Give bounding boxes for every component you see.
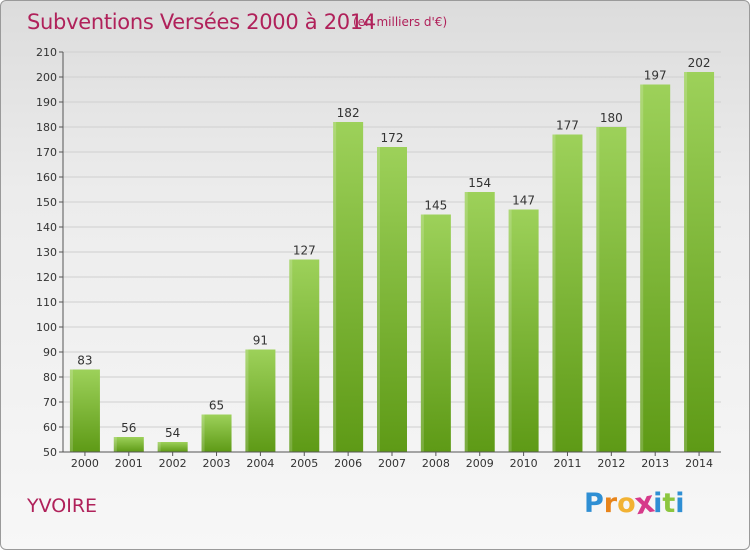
data-label: 83 — [77, 354, 92, 368]
bar-highlight — [640, 84, 644, 452]
x-tick-label: 2012 — [597, 457, 625, 470]
data-label: 91 — [253, 334, 268, 348]
bar-highlight — [464, 192, 468, 452]
data-label: 177 — [556, 119, 579, 133]
data-label: 54 — [165, 426, 180, 440]
bar-highlight — [508, 209, 512, 452]
y-tick-label: 110 — [36, 296, 57, 309]
bar-highlight — [113, 437, 117, 452]
bar-highlight — [684, 72, 688, 452]
logo-letter: r — [603, 488, 618, 519]
bar — [596, 127, 627, 452]
bar-highlight — [333, 122, 337, 452]
logo-letter: i — [653, 488, 663, 519]
x-tick-label: 2003 — [203, 457, 231, 470]
bar-highlight — [420, 214, 424, 452]
y-tick-label: 70 — [43, 396, 57, 409]
x-tick-label: 2000 — [71, 457, 99, 470]
y-tick-label: 120 — [36, 271, 57, 284]
logo-letter: P — [584, 488, 604, 519]
y-tick-label: 200 — [36, 71, 57, 84]
x-tick-label: 2014 — [685, 457, 713, 470]
x-tick-label: 2009 — [466, 457, 494, 470]
y-tick-label: 50 — [43, 446, 57, 459]
y-tick-label: 90 — [43, 346, 57, 359]
data-label: 147 — [512, 194, 535, 208]
bars — [69, 72, 715, 452]
bar-highlight — [552, 134, 556, 452]
data-label: 65 — [209, 399, 224, 413]
bar — [201, 414, 232, 452]
y-tick-label: 130 — [36, 246, 57, 259]
data-label: 127 — [293, 244, 316, 258]
bar — [464, 192, 495, 452]
bar-highlight — [201, 414, 205, 452]
y-tick-label: 190 — [36, 96, 57, 109]
y-tick-label: 100 — [36, 321, 57, 334]
x-tick-label: 2004 — [246, 457, 274, 470]
bar — [289, 259, 320, 452]
place-name: YVOIRE — [27, 495, 98, 517]
bar-highlight — [289, 259, 293, 452]
y-tick-label: 150 — [36, 196, 57, 209]
bar — [157, 442, 188, 452]
y-tick-label: 160 — [36, 171, 57, 184]
bar — [640, 84, 671, 452]
data-label: 180 — [600, 111, 623, 125]
bar — [552, 134, 583, 452]
bar — [333, 122, 364, 452]
data-label: 202 — [688, 56, 711, 70]
bar — [377, 147, 407, 452]
data-label: 154 — [468, 176, 491, 190]
y-tick-label: 170 — [36, 146, 57, 159]
y-tick-label: 210 — [36, 46, 57, 59]
y-tick-label: 180 — [36, 121, 57, 134]
chart-title: Subventions Versées 2000 à 2014 — [27, 10, 376, 34]
x-tick-label: 2005 — [290, 457, 318, 470]
bar — [420, 214, 451, 452]
x-tick-label: 2007 — [378, 457, 406, 470]
y-tick-label: 60 — [43, 421, 57, 434]
logo-letter: i — [675, 488, 685, 519]
y-tick-label: 80 — [43, 371, 57, 384]
bar — [113, 437, 144, 452]
x-tick-label: 2013 — [641, 457, 669, 470]
bar — [69, 369, 100, 452]
bar — [684, 72, 715, 452]
bar — [245, 349, 276, 452]
data-label: 145 — [424, 199, 447, 213]
x-tick-label: 2002 — [159, 457, 187, 470]
axes — [59, 51, 721, 456]
x-tick-label: 2010 — [510, 457, 538, 470]
bar-highlight — [157, 442, 161, 452]
bar-highlight — [596, 127, 600, 452]
bar-highlight — [245, 349, 249, 452]
data-label: 197 — [644, 69, 667, 83]
y-tick-label: 140 — [36, 221, 57, 234]
x-tick-label: 2011 — [553, 457, 581, 470]
labels: 50 60 70 80 90 100 110 120 130 140 150 160 170 180 190… — [36, 46, 713, 470]
logo-letter: o — [617, 488, 636, 519]
x-tick-label: 2006 — [334, 457, 362, 470]
proxiti-logo: Proxiti — [584, 485, 685, 522]
bar-highlight — [69, 369, 73, 452]
data-label: 172 — [381, 131, 404, 145]
x-tick-label: 2008 — [422, 457, 450, 470]
logo-letter: t — [662, 488, 676, 519]
bar — [508, 209, 539, 452]
data-label: 56 — [121, 421, 136, 435]
chart-subtitle: (en milliers d'€) — [353, 15, 448, 29]
x-tick-label: 2001 — [115, 457, 143, 470]
bar-highlight — [377, 147, 380, 452]
data-label: 182 — [337, 106, 360, 120]
